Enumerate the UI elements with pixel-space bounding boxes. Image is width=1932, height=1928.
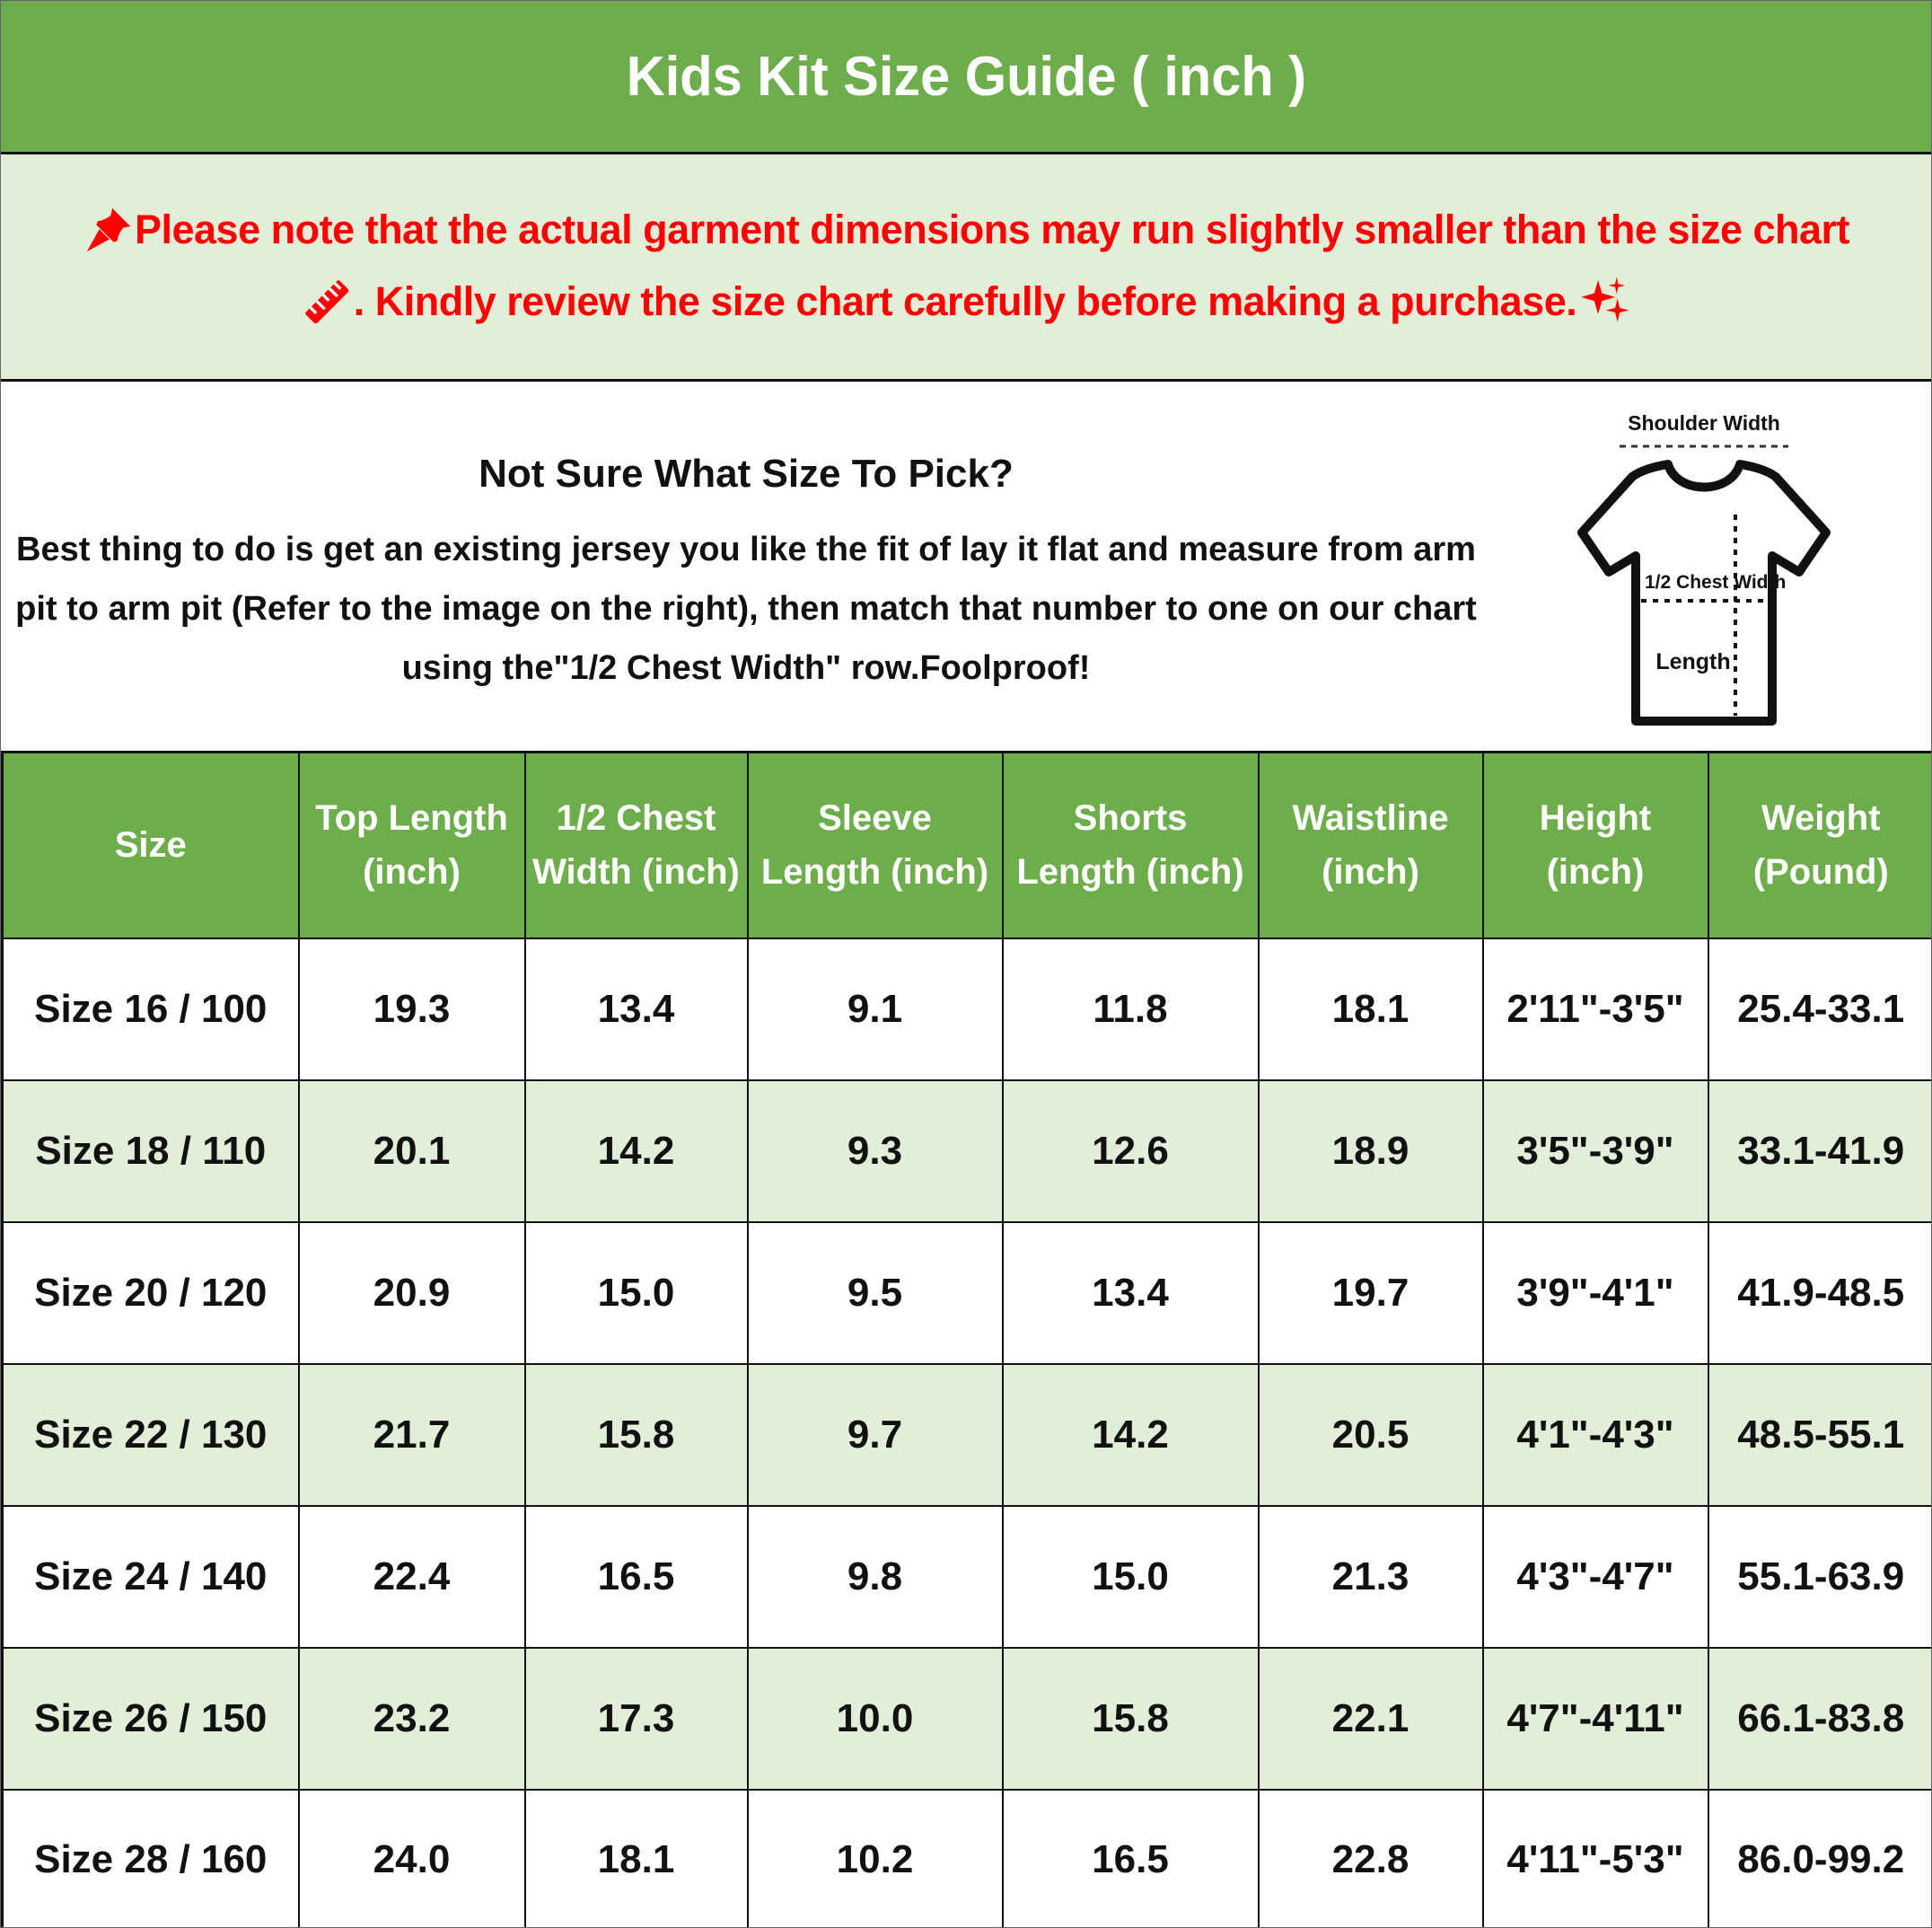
table-cell: 66.1-83.8 [1707,1646,1931,1791]
table-cell: 14.2 [523,1078,749,1223]
table-cell: 9.7 [746,1362,1004,1507]
table-cell: 86.0-99.2 [1707,1788,1931,1927]
table-cell: 25.4-33.1 [1707,937,1931,1081]
notice-text-2: . Kindly review the size chart carefully… [353,278,1577,324]
table-row: Size 20 / 120 20.9 15.0 9.5 13.4 19.7 3'… [1,1220,1931,1365]
notice-text-1: Please note that the actual garment dime… [134,207,1850,252]
table-row: Size 22 / 130 21.7 15.8 9.7 14.2 20.5 4'… [1,1362,1931,1507]
column-header-size: Size [1,751,300,939]
table-cell: Size 26 / 150 [1,1646,300,1791]
table-cell: 19.3 [297,937,526,1081]
notice-line-2: . Kindly review the size chart carefully… [300,274,1633,330]
table-cell: 24.0 [297,1788,526,1927]
length-label: Length [1655,649,1730,674]
table-cell: 3'9"-4'1" [1481,1220,1709,1365]
table-cell: 2'11"-3'5" [1481,937,1709,1081]
table-cell: 9.8 [746,1504,1004,1649]
table-cell: 15.8 [1001,1646,1260,1791]
table-cell: Size 18 / 110 [1,1078,300,1223]
table-cell: 11.8 [1001,937,1260,1081]
table-cell: 18.9 [1257,1078,1484,1223]
notice-banner: Please note that the actual garment dime… [1,154,1931,382]
sizing-help-text: Not Sure What Size To Pick? Best thing t… [1,452,1491,698]
shoulder-width-label: Shoulder Width [1628,411,1780,435]
table-header-row: Size Top Length (inch) 1/2 Chest Width (… [1,751,1931,939]
table-cell: 15.0 [523,1220,749,1365]
table-cell: 16.5 [1001,1788,1260,1927]
table-cell: 16.5 [523,1504,749,1649]
column-header-waistline: Waistline (inch) [1257,751,1484,939]
table-cell: 22.1 [1257,1646,1484,1791]
table-cell: 3'5"-3'9" [1481,1078,1709,1223]
column-header-weight: Weight (Pound) [1707,751,1931,939]
table-cell: 4'1"-4'3" [1481,1362,1709,1507]
table-row: Size 18 / 110 20.1 14.2 9.3 12.6 18.9 3'… [1,1078,1931,1223]
table-cell: 9.5 [746,1220,1004,1365]
ruler-icon [300,275,354,329]
table-cell: 20.9 [297,1220,526,1365]
table-cell: 10.2 [746,1788,1004,1927]
table-cell: 21.3 [1257,1504,1484,1649]
table-cell: 4'3"-4'7" [1481,1504,1709,1649]
table-cell: 22.8 [1257,1788,1484,1927]
table-cell: 20.5 [1257,1362,1484,1507]
table-cell: Size 22 / 130 [1,1362,300,1507]
sizing-help-section: Not Sure What Size To Pick? Best thing t… [1,382,1931,751]
table-cell: 55.1-63.9 [1707,1504,1931,1649]
table-cell: 12.6 [1001,1078,1260,1223]
column-header-chest-width: 1/2 Chest Width (inch) [523,751,749,939]
table-cell: 33.1-41.9 [1707,1078,1931,1223]
column-header-shorts-length: Shorts Length (inch) [1001,751,1260,939]
table-cell: 4'11"-5'3" [1481,1788,1709,1927]
table-cell: 41.9-48.5 [1707,1220,1931,1365]
table-cell: 4'7"-4'11" [1481,1646,1709,1791]
chest-width-label: 1/2 Chest Width [1645,572,1786,593]
table-cell: 17.3 [523,1646,749,1791]
notice-line-1: Please note that the actual garment dime… [83,204,1850,256]
table-cell: 22.4 [297,1504,526,1649]
table-cell: 18.1 [1257,937,1484,1081]
sizing-body-line-1: Best thing to do is get an existing jers… [16,531,1476,568]
page-title: Kids Kit Size Guide ( inch ) [626,45,1306,108]
table-cell: 20.1 [297,1078,526,1223]
table-row: Size 24 / 140 22.4 16.5 9.8 15.0 21.3 4'… [1,1504,1931,1649]
column-header-sleeve-length: Sleeve Length (inch) [746,751,1004,939]
sizing-heading: Not Sure What Size To Pick? [479,452,1014,496]
table-cell: 15.0 [1001,1504,1260,1649]
table-cell: 9.3 [746,1078,1004,1223]
table-cell: Size 16 / 100 [1,937,300,1081]
table-cell: Size 28 / 160 [1,1788,300,1927]
table-row: Size 16 / 100 19.3 13.4 9.1 11.8 18.1 2'… [1,937,1931,1081]
table-cell: 13.4 [1001,1220,1260,1365]
table-cell: 48.5-55.1 [1707,1362,1931,1507]
table-cell: 19.7 [1257,1220,1484,1365]
table-cell: 21.7 [297,1362,526,1507]
column-header-top-length: Top Length (inch) [297,751,526,939]
table-cell: 10.0 [746,1646,1004,1791]
sizing-body-line-2: pit to arm pit (Refer to the image on th… [15,590,1477,628]
tshirt-measurement-diagram: Shoulder Width 1/2 Chest Width Length [1551,407,1857,746]
pushpin-icon [83,204,135,256]
sizing-body-line-3: using the"1/2 Chest Width" row.Foolproof… [401,649,1091,687]
table-cell: Size 24 / 140 [1,1504,300,1649]
table-cell: 15.8 [523,1362,749,1507]
table-cell: 13.4 [523,937,749,1081]
table-cell: 18.1 [523,1788,749,1927]
table-cell: 23.2 [297,1646,526,1791]
tshirt-icon: Shoulder Width 1/2 Chest Width Length [1577,411,1831,726]
title-bar: Kids Kit Size Guide ( inch ) [1,1,1931,154]
column-header-height: Height (inch) [1481,751,1709,939]
table-row: Size 28 / 160 24.0 18.1 10.2 16.5 22.8 4… [1,1788,1931,1927]
size-table: Size Top Length (inch) 1/2 Chest Width (… [1,751,1931,1927]
table-cell: Size 20 / 120 [1,1220,300,1365]
table-cell: 9.1 [746,937,1004,1081]
table-row: Size 26 / 150 23.2 17.3 10.0 15.8 22.1 4… [1,1646,1931,1791]
sparkles-icon [1576,274,1632,330]
table-cell: 14.2 [1001,1362,1260,1507]
